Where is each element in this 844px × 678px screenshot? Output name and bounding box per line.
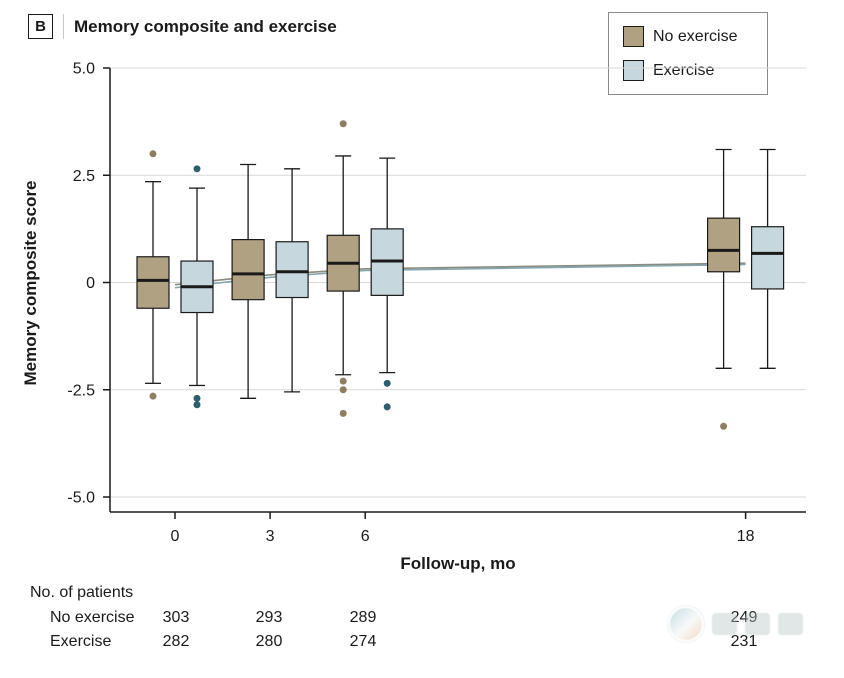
x-axis-title: Follow-up, mo [400, 554, 515, 573]
legend-item-exercise: Exercise [623, 60, 753, 81]
patients-value: 280 [255, 633, 283, 650]
outlier-dot [193, 401, 201, 409]
trend-line-no-exercise [174, 262, 746, 286]
box-body [706, 217, 741, 273]
patients-title: No. of patients [30, 584, 134, 601]
legend-swatch-exercise [623, 60, 644, 81]
legend: No exercise Exercise [608, 12, 768, 95]
trend-line-exercise [174, 263, 746, 289]
box-body [136, 256, 170, 309]
boxplot-chart: 5.0 2.5 0 -2.5 -5.0 0 3 6 18 Memory composite sco… [21, 61, 806, 573]
y-tick-label: -5.0 [67, 490, 95, 507]
y-axis-title: Memory composite score [21, 180, 40, 385]
x-tick-label: 3 [266, 528, 275, 545]
legend-item-no-exercise: No exercise [623, 26, 753, 47]
box-body [231, 239, 265, 301]
watermark-logo-icon [668, 606, 704, 642]
box-no-exercise-month-18 [706, 148, 741, 430]
box-no-exercise-month-0 [136, 150, 170, 400]
watermark-glyph [778, 613, 803, 635]
panel-letter: B [28, 14, 53, 39]
outlier-dot [193, 165, 201, 173]
panel-header: B Memory composite and exercise [28, 14, 337, 39]
outlier-dot [149, 150, 157, 158]
box-no-exercise-month-6 [326, 120, 360, 417]
outlier-dot [339, 377, 347, 385]
outlier-dot [383, 379, 391, 387]
patients-value: 231 [730, 633, 758, 650]
panel-title: Memory composite and exercise [74, 16, 337, 36]
patients-value: 303 [162, 609, 190, 626]
header-divider [63, 14, 64, 39]
outlier-dot [193, 394, 201, 402]
patients-value: 293 [255, 609, 283, 626]
box-exercise-month-18 [750, 148, 785, 369]
outlier-dot [720, 422, 728, 430]
x-tick-label: 18 [737, 528, 755, 545]
legend-swatch-no-exercise [623, 26, 644, 47]
x-tick-label: 0 [171, 528, 180, 545]
y-tick-label: 2.5 [73, 168, 95, 185]
y-tick-label: -2.5 [67, 382, 95, 399]
y-tick-label: 0 [86, 275, 95, 292]
outlier-dot [339, 386, 347, 394]
outlier-dot [339, 409, 347, 417]
outlier-dot [149, 392, 157, 400]
patients-row-label-no-exercise: No exercise [50, 609, 135, 626]
legend-label-no-exercise: No exercise [653, 27, 738, 45]
patients-value: 289 [349, 609, 377, 626]
box-body [275, 241, 309, 299]
box-exercise-month-0 [180, 165, 214, 409]
outlier-dot [383, 403, 391, 411]
box-no-exercise-month-3 [231, 163, 265, 399]
y-tick-label: 5.0 [73, 61, 95, 78]
box-exercise-month-6 [370, 157, 404, 411]
patients-row-label-exercise: Exercise [50, 633, 112, 650]
x-tick-label: 6 [361, 528, 370, 545]
patients-value: 249 [730, 609, 758, 626]
box-body [750, 226, 785, 290]
outlier-dot [339, 120, 347, 128]
patients-value: 282 [162, 633, 190, 650]
box-exercise-month-3 [275, 168, 309, 393]
patients-value: 274 [349, 633, 377, 650]
legend-label-exercise: Exercise [653, 61, 715, 79]
